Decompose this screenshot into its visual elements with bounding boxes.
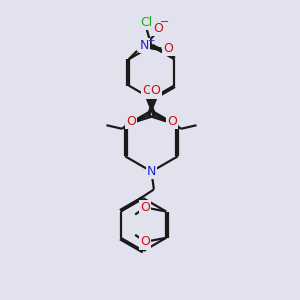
Text: N: N — [140, 39, 149, 52]
Text: O: O — [167, 115, 177, 128]
Text: O: O — [153, 22, 163, 35]
Text: O: O — [126, 115, 136, 128]
Text: −: − — [160, 17, 170, 27]
Text: +: + — [147, 36, 155, 45]
Text: O: O — [164, 42, 173, 55]
Text: O: O — [142, 84, 152, 98]
Text: Cl: Cl — [141, 16, 153, 29]
Text: O: O — [140, 201, 150, 214]
Text: O: O — [140, 236, 150, 248]
Text: O: O — [151, 84, 160, 98]
Text: N: N — [147, 165, 156, 178]
